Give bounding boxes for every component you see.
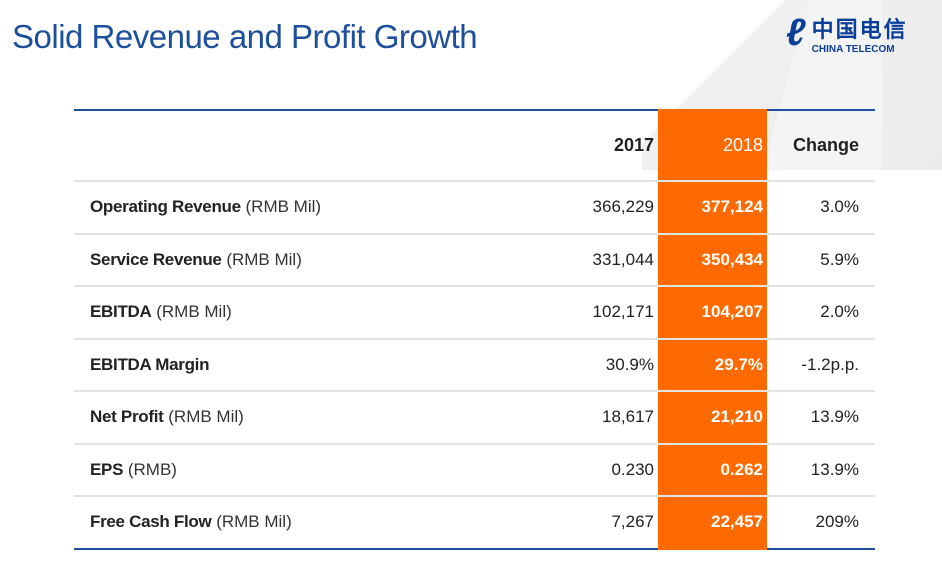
row-label-cell: Operating Revenue (RMB Mil) bbox=[74, 197, 574, 217]
row-label: EBITDA bbox=[90, 302, 152, 322]
table-row: Net Profit (RMB Mil) 18,617 21,210 13.9% bbox=[74, 390, 875, 443]
value-change: 209% bbox=[815, 512, 859, 532]
value-2017: 102,171 bbox=[592, 302, 654, 322]
china-telecom-logo: ℓ 中国电信 CHINA TELECOM bbox=[786, 12, 908, 55]
financial-table: 2017 2018 Change Operating Revenue (RMB … bbox=[74, 109, 875, 550]
value-2018: 350,434 bbox=[701, 249, 763, 269]
row-unit: (RMB Mil) bbox=[226, 249, 302, 269]
value-2018: 21,210 bbox=[711, 407, 763, 427]
row-label: Service Revenue bbox=[90, 249, 222, 269]
value-2017: 331,044 bbox=[592, 249, 654, 269]
row-label: EBITDA Margin bbox=[90, 354, 210, 374]
table-header: 2017 2018 Change bbox=[74, 111, 875, 180]
row-unit: (RMB Mil) bbox=[245, 197, 322, 217]
row-label: Net Profit bbox=[90, 407, 164, 427]
table-row: EBITDA Margin 30.9% 29.7% -1.2p.p. bbox=[74, 337, 875, 391]
row-unit: (RMB Mil) bbox=[156, 302, 232, 322]
table-row: EBITDA (RMB Mil) 102,171 104,207 2.0% bbox=[74, 285, 875, 338]
page-title: Solid Revenue and Profit Growth bbox=[12, 18, 478, 55]
value-2018: 104,207 bbox=[701, 302, 763, 322]
row-unit: (RMB Mil) bbox=[216, 512, 292, 532]
row-label: Operating Revenue bbox=[90, 197, 241, 217]
row-label-cell: Net Profit (RMB Mil) bbox=[74, 407, 574, 427]
row-label-cell: Service Revenue (RMB Mil) bbox=[74, 250, 574, 270]
header-2018: 2018 bbox=[722, 135, 763, 155]
row-unit: (RMB Mil) bbox=[168, 407, 244, 427]
highlight-column-2018 bbox=[658, 109, 767, 550]
value-change: 13.9% bbox=[810, 459, 859, 479]
logo-mark-icon: ℓ bbox=[786, 12, 806, 54]
value-2018: 29.7% bbox=[714, 354, 763, 374]
table-row: Service Revenue (RMB Mil) 331,044 350,43… bbox=[74, 232, 875, 286]
row-unit: (RMB) bbox=[127, 459, 177, 479]
row-label: EPS bbox=[90, 459, 124, 479]
value-2018: 377,124 bbox=[701, 197, 763, 217]
value-change: 5.9% bbox=[820, 249, 859, 269]
value-2017: 30.9% bbox=[605, 354, 654, 374]
value-2017: 0.230 bbox=[611, 459, 654, 479]
row-label-cell: EPS (RMB) bbox=[74, 460, 574, 480]
header-2017: 2017 bbox=[613, 135, 654, 155]
header-change: Change bbox=[792, 135, 859, 155]
value-2017: 366,229 bbox=[592, 197, 654, 217]
value-2017: 18,617 bbox=[602, 407, 654, 427]
value-2018: 0.262 bbox=[720, 459, 763, 479]
table-row: Free Cash Flow (RMB Mil) 7,267 22,457 20… bbox=[74, 495, 875, 548]
row-label: Free Cash Flow bbox=[90, 512, 212, 532]
table-row: EPS (RMB) 0.230 0.262 13.9% bbox=[74, 442, 875, 496]
value-change: 2.0% bbox=[820, 302, 859, 322]
logo-cn: 中国电信 bbox=[811, 17, 908, 42]
value-change: -1.2p.p. bbox=[801, 354, 859, 374]
value-2018: 22,457 bbox=[711, 512, 763, 532]
value-2017: 7,267 bbox=[611, 512, 654, 532]
row-label-cell: Free Cash Flow (RMB Mil) bbox=[74, 512, 574, 532]
table-row: Operating Revenue (RMB Mil) 366,229 377,… bbox=[74, 180, 875, 233]
row-label-cell: EBITDA Margin bbox=[74, 355, 574, 375]
value-change: 3.0% bbox=[820, 197, 859, 217]
value-change: 13.9% bbox=[810, 407, 859, 427]
row-label-cell: EBITDA (RMB Mil) bbox=[74, 302, 574, 322]
logo-en: CHINA TELECOM bbox=[811, 44, 895, 55]
